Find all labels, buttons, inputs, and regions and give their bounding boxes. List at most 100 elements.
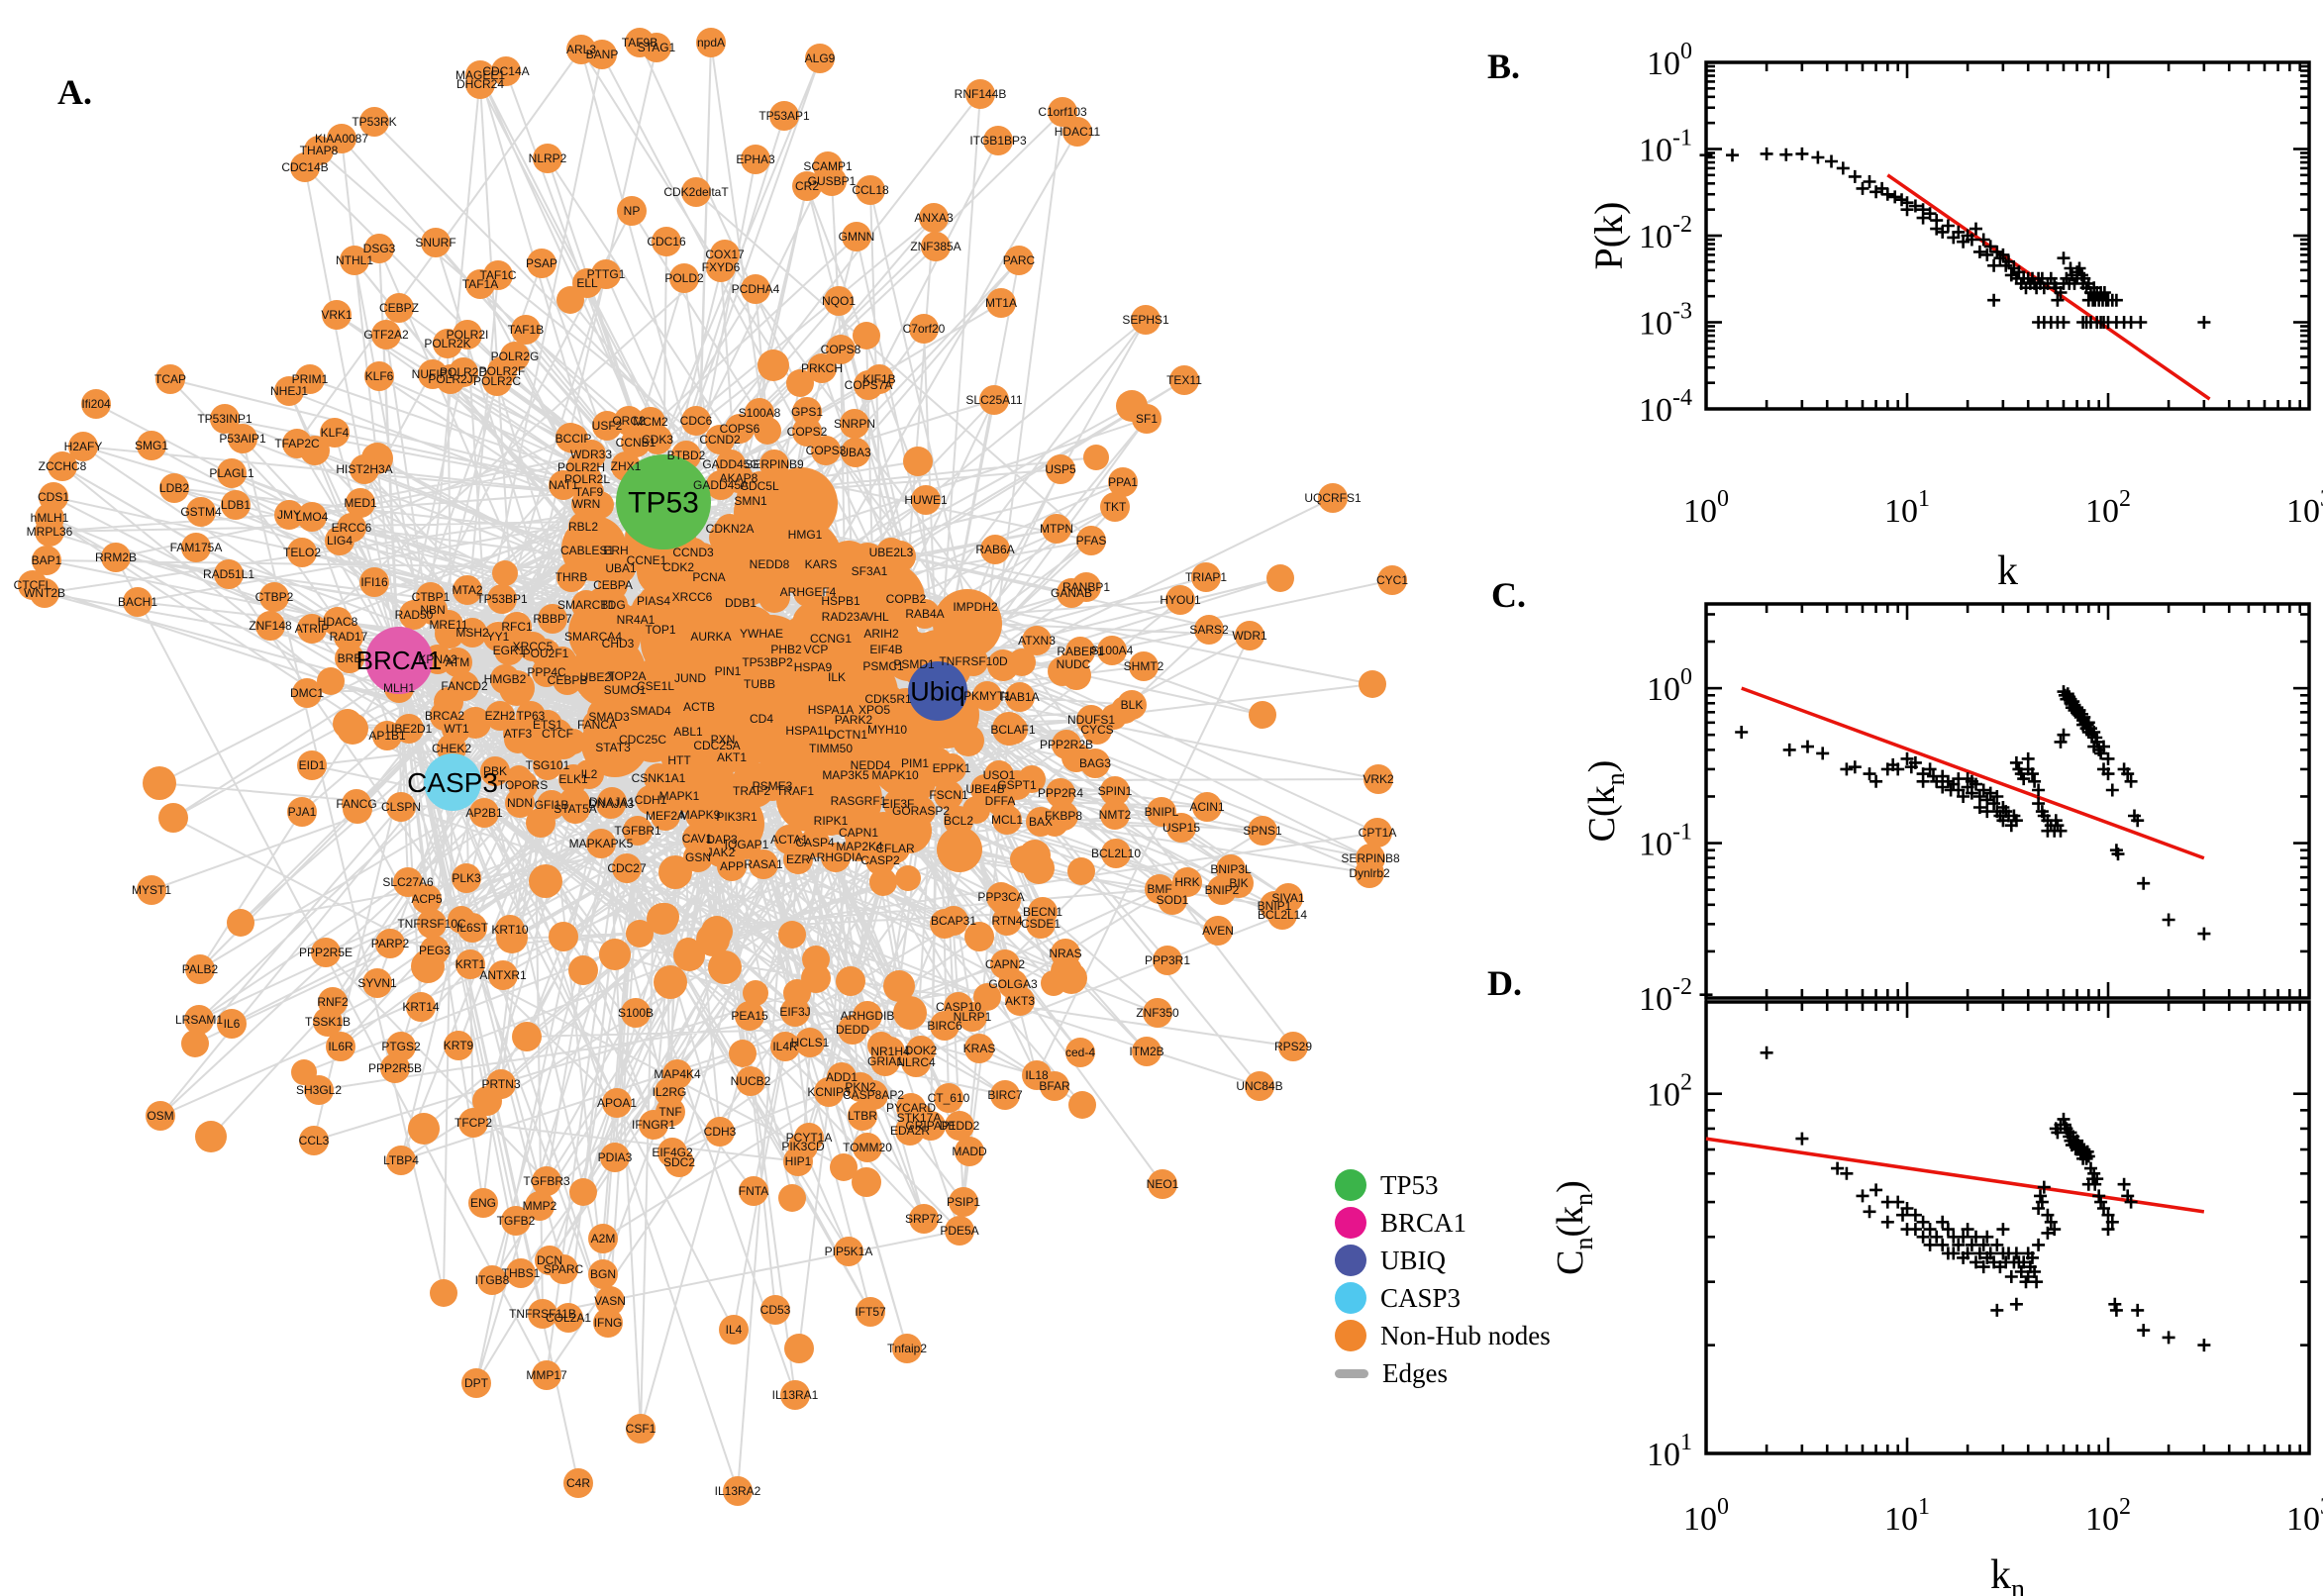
network-node (468, 1188, 498, 1218)
network-node-label: ZNF385A (910, 240, 960, 253)
network-node-label: VCP (804, 643, 829, 656)
network-node-label: SNRPN (834, 417, 875, 431)
network-node (596, 789, 626, 819)
network-node (1165, 585, 1195, 615)
network-node-label: POLR2H (557, 460, 605, 474)
plot-b-svg: 100 101 102 103 100 10-1 10-2 10-3 10-4 k P(k) (1586, 39, 2323, 594)
network-node-label: NLRP2 (529, 151, 567, 165)
network-node (1076, 526, 1106, 555)
network-node-label: IFNGR1 (632, 1118, 675, 1132)
network-node-label: COL2A1 (546, 1311, 591, 1325)
network-node-label: CDC5L (740, 479, 779, 493)
network-node (990, 1080, 1020, 1110)
network-node (654, 965, 687, 999)
network-node (723, 1476, 753, 1506)
network-node-label: CDC16 (647, 235, 686, 249)
network-node-label: TKT (1104, 500, 1127, 514)
network-node-label: ELK1 (558, 772, 588, 786)
network-node-label: HSPA9 (794, 660, 833, 674)
network-node (48, 451, 77, 481)
network-node (333, 709, 362, 739)
network-node (434, 610, 463, 640)
network-node (675, 663, 705, 693)
network-node (972, 681, 1002, 711)
network-node (359, 107, 389, 137)
network-node-label: ENG (470, 1196, 496, 1210)
legend-dot-tp53 (1335, 1169, 1366, 1201)
network-node (1267, 900, 1297, 930)
network-node-label: BCAP31 (931, 914, 976, 928)
network-node (465, 269, 495, 299)
network-node-label: CDC6 (680, 414, 713, 428)
network-node-label: AURKA (690, 630, 731, 644)
network-node (320, 418, 350, 448)
network-node (909, 314, 939, 344)
network-node (255, 611, 285, 641)
hub-label-ubiq: Ubiq (910, 676, 965, 706)
plot-c-ylabel: C(kn) (1581, 760, 1630, 843)
network-node (1046, 778, 1075, 808)
network-node-label: DNAJA1 (589, 795, 635, 809)
network-node-label: TOPORS (498, 778, 548, 792)
network-node-label: BIK (1229, 876, 1248, 890)
network-node-label: CABLES1 (560, 544, 614, 557)
network-node-label: BMF (1147, 882, 1171, 896)
network-node (895, 1116, 925, 1146)
network-node (737, 776, 766, 806)
network-node (893, 996, 927, 1030)
network-node-label: S100B (618, 1006, 654, 1020)
network-node-label: GANAB (1051, 586, 1092, 600)
network-node (939, 906, 968, 936)
network-node-label: CSE1L (637, 679, 674, 693)
network-node-label: SMARCB1 (557, 598, 615, 612)
network-node-label: SPIN1 (1098, 784, 1133, 798)
network-node (487, 584, 517, 614)
network-node-label: HDAC8 (318, 615, 358, 629)
plot-d-svg: 100 101 102 103 102 101 kn Cn(kn) (1550, 1000, 2323, 1596)
network-node-label: SMN1 (734, 494, 767, 508)
network-node (696, 923, 730, 956)
network-node-label: RAB6A (975, 543, 1014, 556)
network-node-label: MAPKAPK5 (569, 837, 634, 850)
network-node-label: TSSK1B (305, 1015, 351, 1029)
network-node-label: XPO5 (858, 703, 890, 717)
network-node (560, 794, 590, 824)
network-node-label: CDK2 (662, 560, 694, 574)
network-node-label: RAD23A (822, 610, 868, 624)
network-node-label: THRB (556, 570, 588, 584)
network-node-label: POLR2J (428, 372, 472, 386)
network-node-label: CDC25C (619, 733, 666, 747)
network-node-label: CD4 (750, 712, 773, 726)
network-node (719, 1315, 749, 1345)
network-node-label: PRIM1 (292, 372, 329, 386)
network-node (406, 992, 436, 1022)
network-node-label: ELL (576, 276, 598, 290)
network-node (841, 438, 870, 467)
network-node (663, 552, 693, 582)
network-node-label: CLSPN (381, 800, 421, 814)
network-node-label: VRK1 (321, 308, 353, 322)
network-node-label: EZR (786, 852, 810, 866)
network-node-label: IL4 (726, 1323, 743, 1337)
network-node-label: GSPT1 (997, 778, 1037, 792)
tick-label: 100 (1683, 486, 1729, 530)
network-node (412, 884, 442, 914)
network-node (876, 538, 906, 567)
network-node (297, 502, 327, 532)
network-node-label: ZNF148 (249, 619, 292, 633)
network-node-label: PPP4C (527, 665, 566, 679)
network-node-label: CDS1 (38, 490, 69, 504)
network-node (1062, 117, 1092, 147)
hub-node-brca1 (365, 627, 433, 694)
network-node (736, 1066, 765, 1096)
network-node (806, 549, 836, 579)
network-node (287, 538, 317, 567)
network-node-label: BGN (590, 1267, 616, 1281)
network-node-label: NHEJ1 (270, 384, 308, 398)
network-node-label: BRE (338, 651, 362, 665)
network-node (783, 1147, 813, 1176)
network-node (736, 486, 765, 516)
network-node (802, 946, 830, 973)
network-node (652, 227, 681, 256)
network-node-label: BIRC7 (987, 1088, 1023, 1102)
